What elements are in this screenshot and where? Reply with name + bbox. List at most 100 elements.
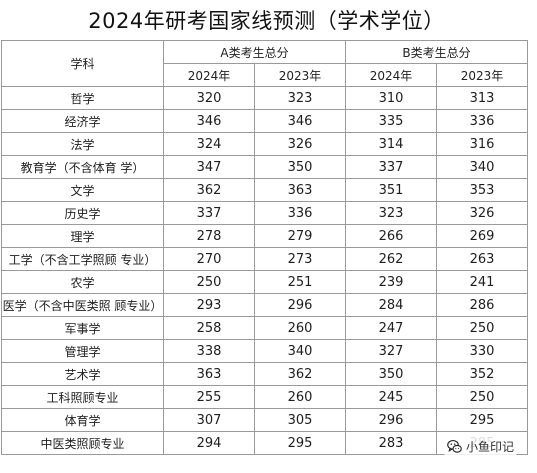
subject-cell: 工学（不含工学照顾 专业） — [1, 247, 164, 271]
table-row: 工科照顾专业 255 260 245 250 — [1, 385, 528, 409]
score-a-2024-cell: 270 — [163, 247, 255, 271]
score-a-2024-cell: 346 — [163, 109, 255, 133]
score-b-2023-cell: 316 — [436, 132, 528, 156]
score-table: 学科 A类考生总分 B类考生总分 2024年 2023年 2024年 2023年… — [1, 40, 528, 455]
score-a-2023-cell: 323 — [254, 86, 346, 110]
score-a-2024-cell: 294 — [163, 431, 255, 455]
score-b-2024-cell: 262 — [345, 247, 437, 271]
score-b-2024-cell: 350 — [345, 362, 437, 386]
score-a-2023-cell: 363 — [254, 178, 346, 202]
account-badge: 小鱼印记 — [444, 437, 518, 456]
group-b-header: B类考生总分 — [345, 40, 528, 64]
header-row-years: 2024年 2023年 2024年 2023年 — [2, 63, 528, 87]
score-a-2024-cell: 337 — [163, 201, 255, 225]
score-a-2024-cell: 258 — [163, 316, 255, 340]
header-row-groups: 学科 A类考生总分 B类考生总分 — [1, 40, 528, 87]
subject-cell: 经济学 — [1, 109, 164, 133]
score-a-2024-cell: 324 — [163, 132, 255, 156]
score-b-2024-cell: 335 — [345, 109, 437, 133]
score-a-2023-cell: 296 — [254, 293, 346, 317]
subject-cell: 法学 — [1, 132, 164, 156]
score-b-2023-cell: 269 — [436, 224, 528, 248]
score-b-2024-cell: 337 — [345, 155, 437, 179]
table-row: 教育学（不含体育 学） 347 350 337 340 — [1, 155, 528, 179]
subject-cell: 管理学 — [1, 339, 164, 363]
subject-cell: 历史学 — [1, 201, 164, 225]
score-b-2023-cell: 313 — [436, 86, 528, 110]
score-a-2023-cell: 295 — [254, 431, 346, 455]
table-row: 体育学 307 305 296 295 — [1, 408, 528, 432]
table-row: 历史学 337 336 323 326 — [1, 201, 528, 225]
score-b-2024-cell: 327 — [345, 339, 437, 363]
subject-cell: 农学 — [1, 270, 164, 294]
score-a-2024-cell: 307 — [163, 408, 255, 432]
score-a-2023-cell: 336 — [254, 201, 346, 225]
table-title: 2024年研考国家线预测（学术学位） — [88, 8, 445, 33]
score-b-2023-cell: 330 — [436, 339, 528, 363]
score-b-2023-cell: 336 — [436, 109, 528, 133]
subject-cell: 教育学（不含体育 学） — [1, 155, 164, 179]
score-b-2024-cell: 314 — [345, 132, 437, 156]
score-a-2023-cell: 279 — [254, 224, 346, 248]
score-b-2023-cell: 353 — [436, 178, 528, 202]
subject-cell: 中医类照顾专业 — [1, 431, 164, 455]
year-header-b-2023: 2023年 — [436, 63, 528, 87]
subject-header: 学科 — [1, 40, 164, 87]
score-a-2024-cell: 338 — [163, 339, 255, 363]
score-b-2024-cell: 266 — [345, 224, 437, 248]
score-b-2023-cell: 250 — [436, 385, 528, 409]
table-row: 法学 324 326 314 316 — [1, 132, 528, 156]
table-row: 文学 362 363 351 353 — [1, 178, 528, 202]
score-a-2024-cell: 293 — [163, 293, 255, 317]
score-a-2023-cell: 251 — [254, 270, 346, 294]
score-table-body: 哲学 320 323 310 313 经济学 346 346 335 336 法学 324 326 314… — [1, 86, 528, 455]
subject-cell: 艺术学 — [1, 362, 164, 386]
table-row: 理学 278 279 266 269 — [1, 224, 528, 248]
subject-cell: 体育学 — [1, 408, 164, 432]
group-a-header: A类考生总分 — [163, 40, 346, 64]
table-row: 哲学 320 323 310 313 — [1, 86, 528, 110]
score-b-2023-cell: 295 — [436, 408, 528, 432]
table-row: 医学（不含中医类照 顾专业） 293 296 284 286 — [1, 293, 528, 317]
score-b-2023-cell: 286 — [436, 293, 528, 317]
subject-cell: 工科照顾专业 — [1, 385, 164, 409]
table-row: 艺术学 363 362 350 352 — [1, 362, 528, 386]
table-row: 中医类照顾专业294295283285 — [1, 431, 528, 455]
score-a-2024-cell: 250 — [163, 270, 255, 294]
table-row: 经济学 346 346 335 336 — [1, 109, 528, 133]
year-header-b-2024: 2024年 — [345, 63, 437, 87]
score-b-2024-cell: 239 — [345, 270, 437, 294]
table-row: 管理学 338 340 327 330 — [1, 339, 528, 363]
score-a-2024-cell: 363 — [163, 362, 255, 386]
score-a-2023-cell: 362 — [254, 362, 346, 386]
score-a-2023-cell: 340 — [254, 339, 346, 363]
score-a-2023-cell: 350 — [254, 155, 346, 179]
score-a-2024-cell: 347 — [163, 155, 255, 179]
score-b-2023-cell: 352 — [436, 362, 528, 386]
table-row: 农学 250 251 239 241 — [1, 270, 528, 294]
score-a-2023-cell: 260 — [254, 385, 346, 409]
score-b-2024-cell: 284 — [345, 293, 437, 317]
score-b-2023-cell: 250 — [436, 316, 528, 340]
year-header-a-2023: 2023年 — [254, 63, 346, 87]
score-b-2023-cell: 263 — [436, 247, 528, 271]
score-a-2024-cell: 320 — [163, 86, 255, 110]
score-a-2024-cell: 278 — [163, 224, 255, 248]
score-a-2023-cell: 273 — [254, 247, 346, 271]
wechat-icon — [447, 439, 462, 453]
score-b-2024-cell: 247 — [345, 316, 437, 340]
score-a-2023-cell: 260 — [254, 316, 346, 340]
subject-cell: 理学 — [1, 224, 164, 248]
score-b-2024-cell: 310 — [345, 86, 437, 110]
score-a-2024-cell: 362 — [163, 178, 255, 202]
score-b-2023-cell: 340 — [436, 155, 528, 179]
score-a-2023-cell: 305 — [254, 408, 346, 432]
subject-cell: 医学（不含中医类照 顾专业） — [1, 293, 164, 317]
score-b-2023-cell: 241 — [436, 270, 528, 294]
subject-cell: 哲学 — [1, 86, 164, 110]
score-b-2023-cell: 326 — [436, 201, 528, 225]
score-b-2024-cell: 296 — [345, 408, 437, 432]
score-b-2024-cell: 323 — [345, 201, 437, 225]
table-row: 军事学 258 260 247 250 — [1, 316, 528, 340]
